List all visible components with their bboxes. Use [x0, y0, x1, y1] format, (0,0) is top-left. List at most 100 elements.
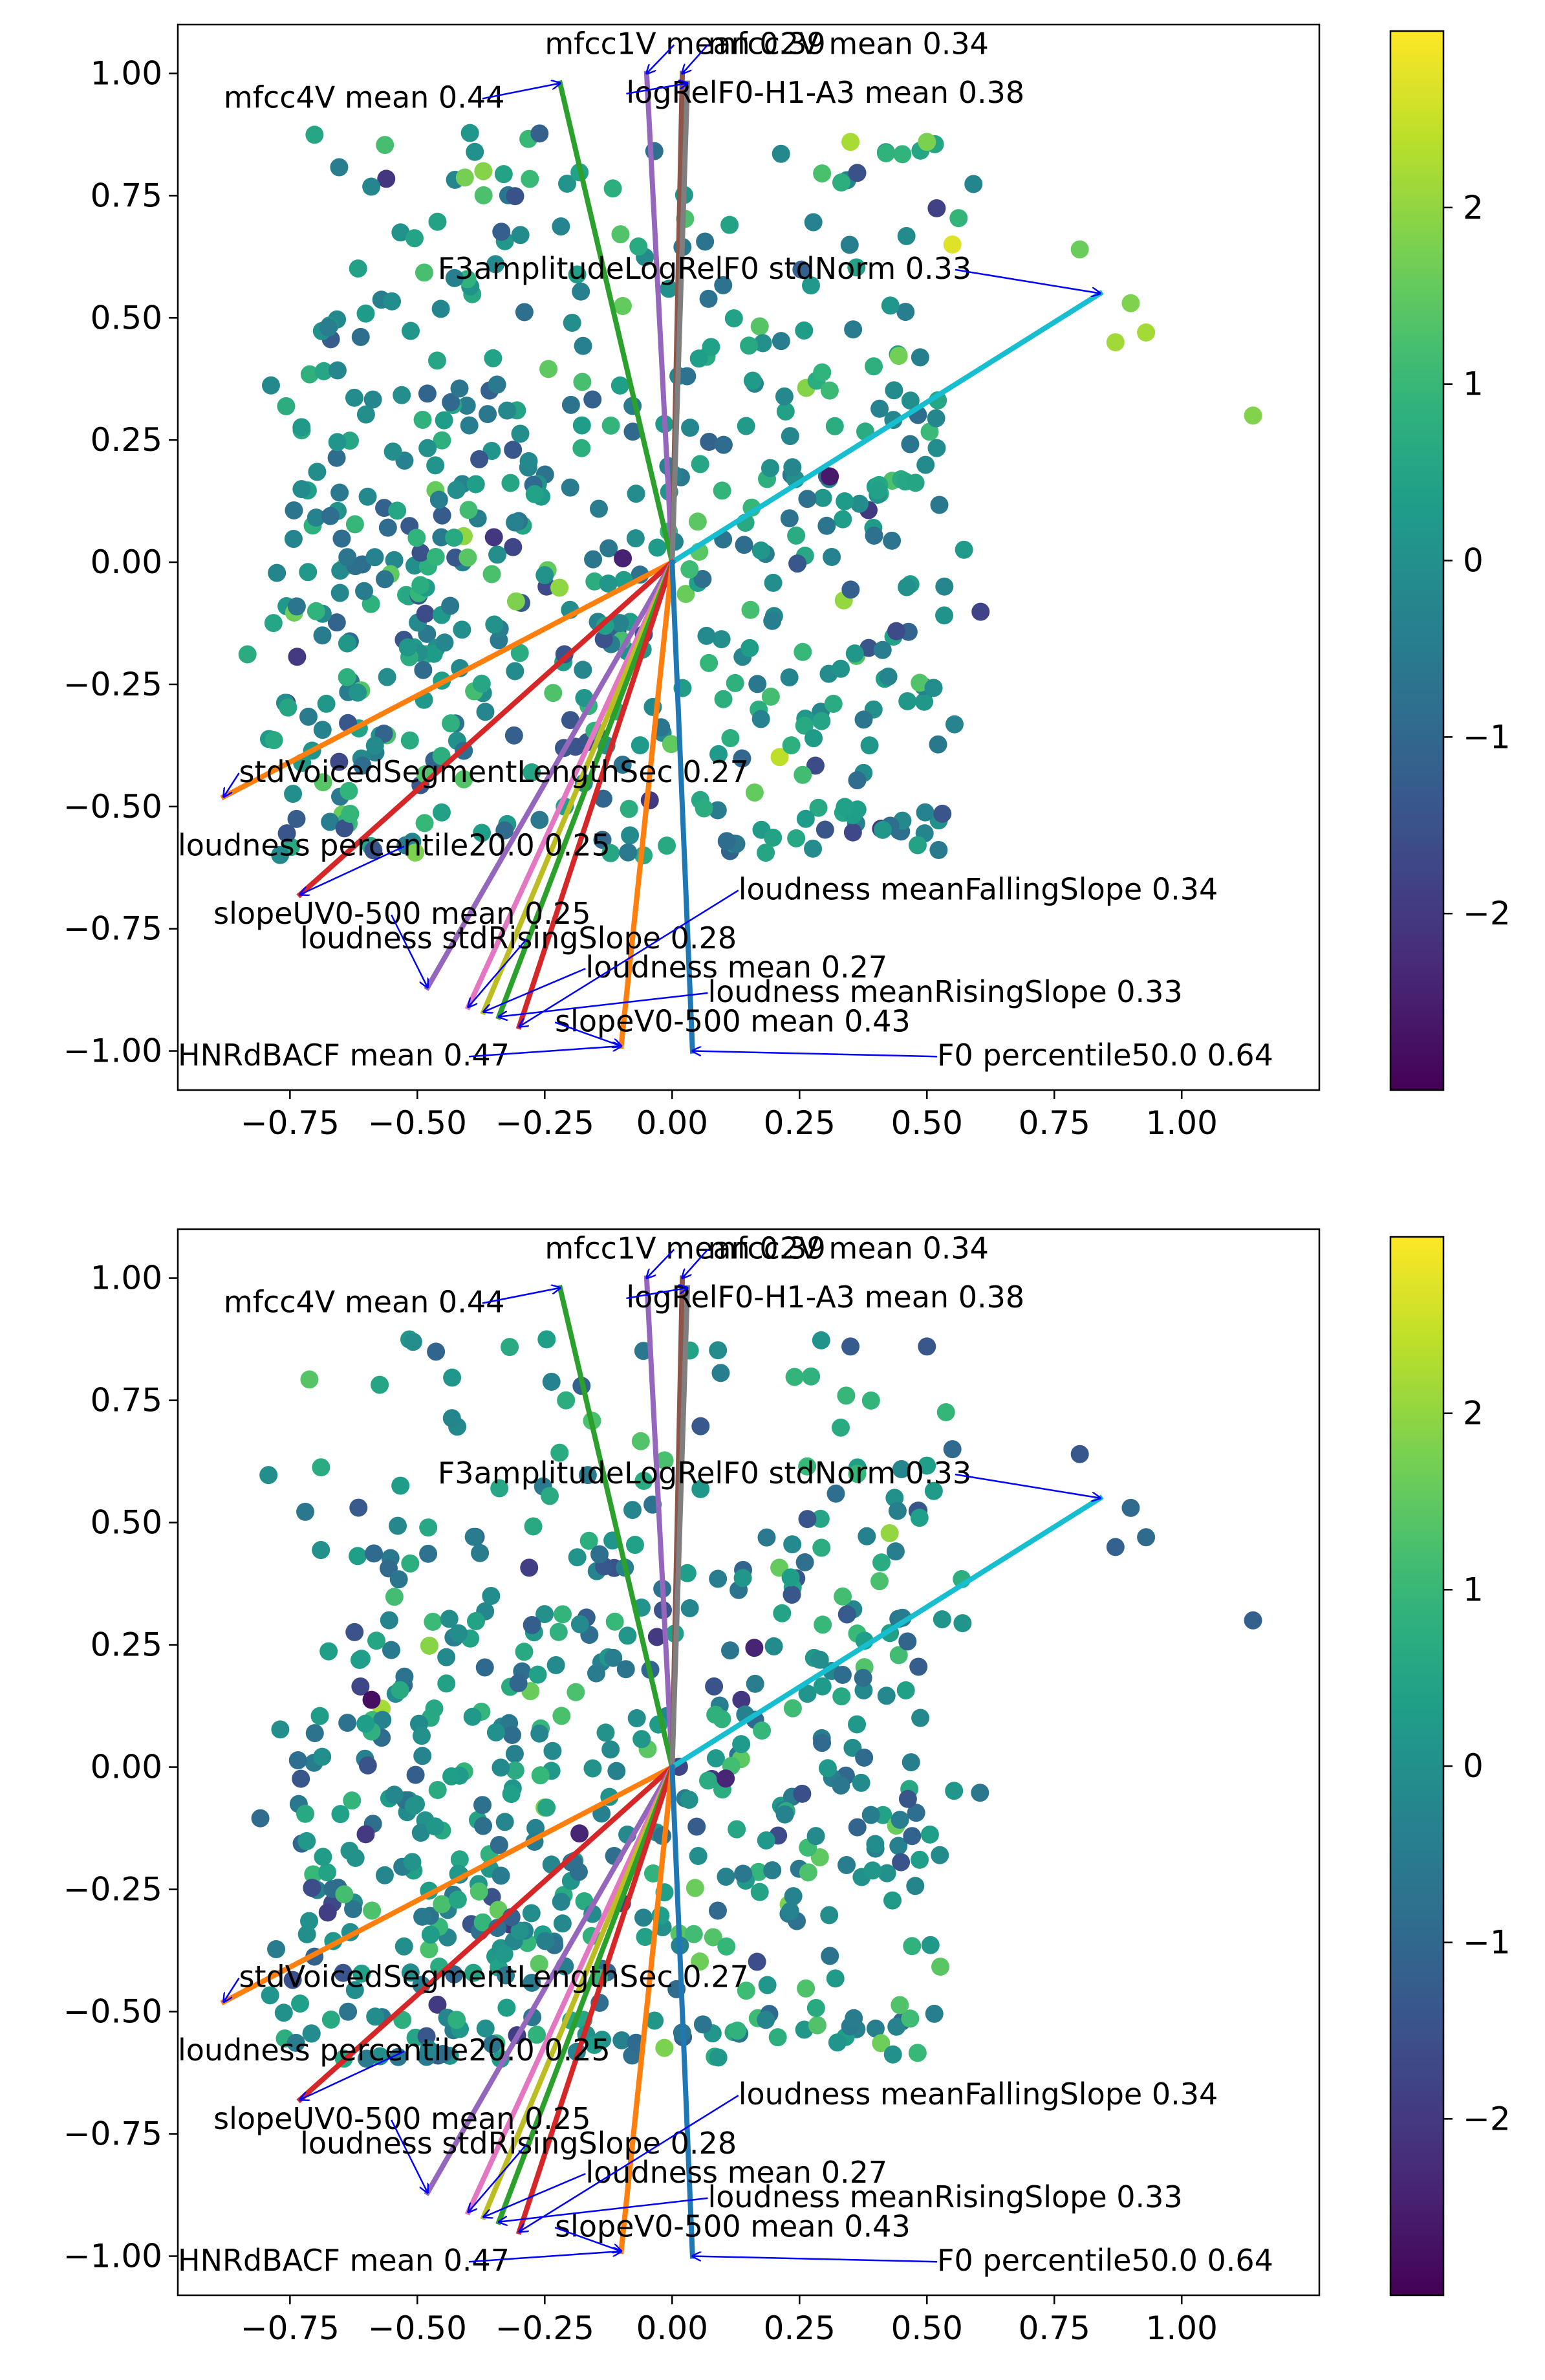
scatter-point [264, 614, 283, 633]
scatter-point [291, 1994, 310, 2013]
scatter-point [411, 543, 430, 562]
scatter-point [335, 819, 354, 838]
scatter-point [949, 209, 968, 228]
scatter-point [909, 1657, 928, 1676]
loading-label: F3amplitudeLogRelF0 stdNorm 0.33 [438, 1456, 971, 1490]
scatter-point [873, 820, 892, 839]
scatter-point [321, 813, 340, 831]
scatter-point [691, 1479, 710, 1498]
scatter-point [843, 823, 862, 842]
scatter-point [261, 376, 280, 395]
scatter-point [394, 1937, 413, 1956]
scatter-point [552, 217, 570, 236]
scatter-point [658, 836, 676, 855]
scatter-point [794, 642, 812, 661]
scatter-point [490, 1479, 509, 1498]
scatter-point [299, 707, 318, 726]
loading-vector [424, 558, 676, 991]
scatter-point [780, 668, 799, 687]
scatter-point [901, 2009, 920, 2028]
scatter-point [861, 1391, 880, 1410]
loading-label: mfcc2V mean 0.34 [708, 26, 988, 61]
scatter-point [349, 1547, 367, 1566]
scatter-point [784, 1887, 803, 1906]
scatter-point [782, 736, 801, 755]
scatter-point [817, 516, 836, 535]
scatter-point [806, 1998, 825, 2017]
scatter-point [593, 831, 612, 849]
scatter-point [757, 2011, 775, 2029]
scatter-point [476, 703, 495, 721]
loading-arrow [519, 2095, 739, 2232]
scatter-point [578, 1466, 597, 1485]
scatter-point [792, 260, 811, 279]
scatter-point [1070, 240, 1089, 259]
loading-arrow [499, 992, 708, 1017]
scatter-point [589, 499, 608, 518]
scatter-point [433, 506, 451, 525]
scatter-point [872, 1553, 891, 1572]
loading-vector [495, 1763, 676, 2225]
scatter-point [700, 653, 718, 672]
scatter-point [708, 801, 727, 820]
scatter-point [574, 336, 592, 355]
scatter-point [684, 1925, 703, 1943]
scatter-point [319, 1642, 338, 1661]
loading-label: loudness meanFallingSlope 0.34 [739, 2077, 1218, 2112]
scatter-point [945, 1782, 964, 1800]
scatter-point [482, 1586, 501, 1605]
scatter-point [398, 638, 417, 657]
scatter-point [328, 361, 347, 380]
loading-label: logRelF0-H1-A3 mean 0.38 [626, 75, 1024, 110]
scatter-point [495, 1813, 514, 1831]
scatter-point [385, 1588, 404, 1606]
scatter-point [268, 563, 286, 582]
scatter-point [910, 1509, 929, 1527]
scatter-point [585, 2036, 603, 2055]
scatter-point [313, 1747, 332, 1766]
scatter-point [750, 1883, 769, 1901]
scatter-point [906, 1877, 925, 1895]
scatter-point [403, 1853, 422, 1872]
scatter-point [550, 1443, 569, 1462]
scatter-point [795, 1553, 814, 1572]
scatter-point [345, 388, 363, 407]
scatter-point [265, 731, 283, 750]
scatter-point [689, 1846, 708, 1865]
scatter-point [365, 736, 384, 755]
scatter-point [887, 622, 905, 640]
scatter-point [510, 1921, 529, 1940]
scatter-point [676, 585, 695, 604]
scatter-point [523, 1616, 541, 1635]
scatter-point [818, 1759, 837, 1778]
scatter-point [865, 357, 883, 376]
scatter-point [709, 745, 728, 763]
scatter-point [698, 1771, 717, 1790]
scatter-point [717, 1769, 735, 1788]
scatter-point [836, 492, 854, 510]
scatter-point [619, 843, 638, 862]
scatter-point [834, 1587, 852, 1606]
scatter-point [400, 731, 419, 750]
scatter-point [933, 1610, 951, 1629]
scatter-point [943, 235, 962, 254]
loading-label: slopeUV0-500 mean 0.25 [213, 2101, 590, 2136]
scatter-point [655, 1451, 674, 1470]
scatter-point [897, 226, 916, 245]
scatter-point [600, 539, 618, 558]
scatter-point [781, 1902, 799, 1921]
scatter-point [307, 602, 325, 620]
scatter-point [745, 1639, 764, 1657]
scatter-point [813, 363, 832, 382]
scatter-point [964, 175, 983, 193]
loading-arrow [484, 968, 586, 1012]
scatter-point [445, 1965, 464, 1983]
scatter-point [502, 1725, 521, 1744]
scatter-point [541, 1487, 559, 1505]
scatter-point [429, 490, 448, 509]
loading-arrow [391, 2119, 427, 2192]
scatter-point [821, 1947, 839, 1965]
scatter-point [776, 402, 795, 421]
scatter-point [504, 538, 523, 556]
